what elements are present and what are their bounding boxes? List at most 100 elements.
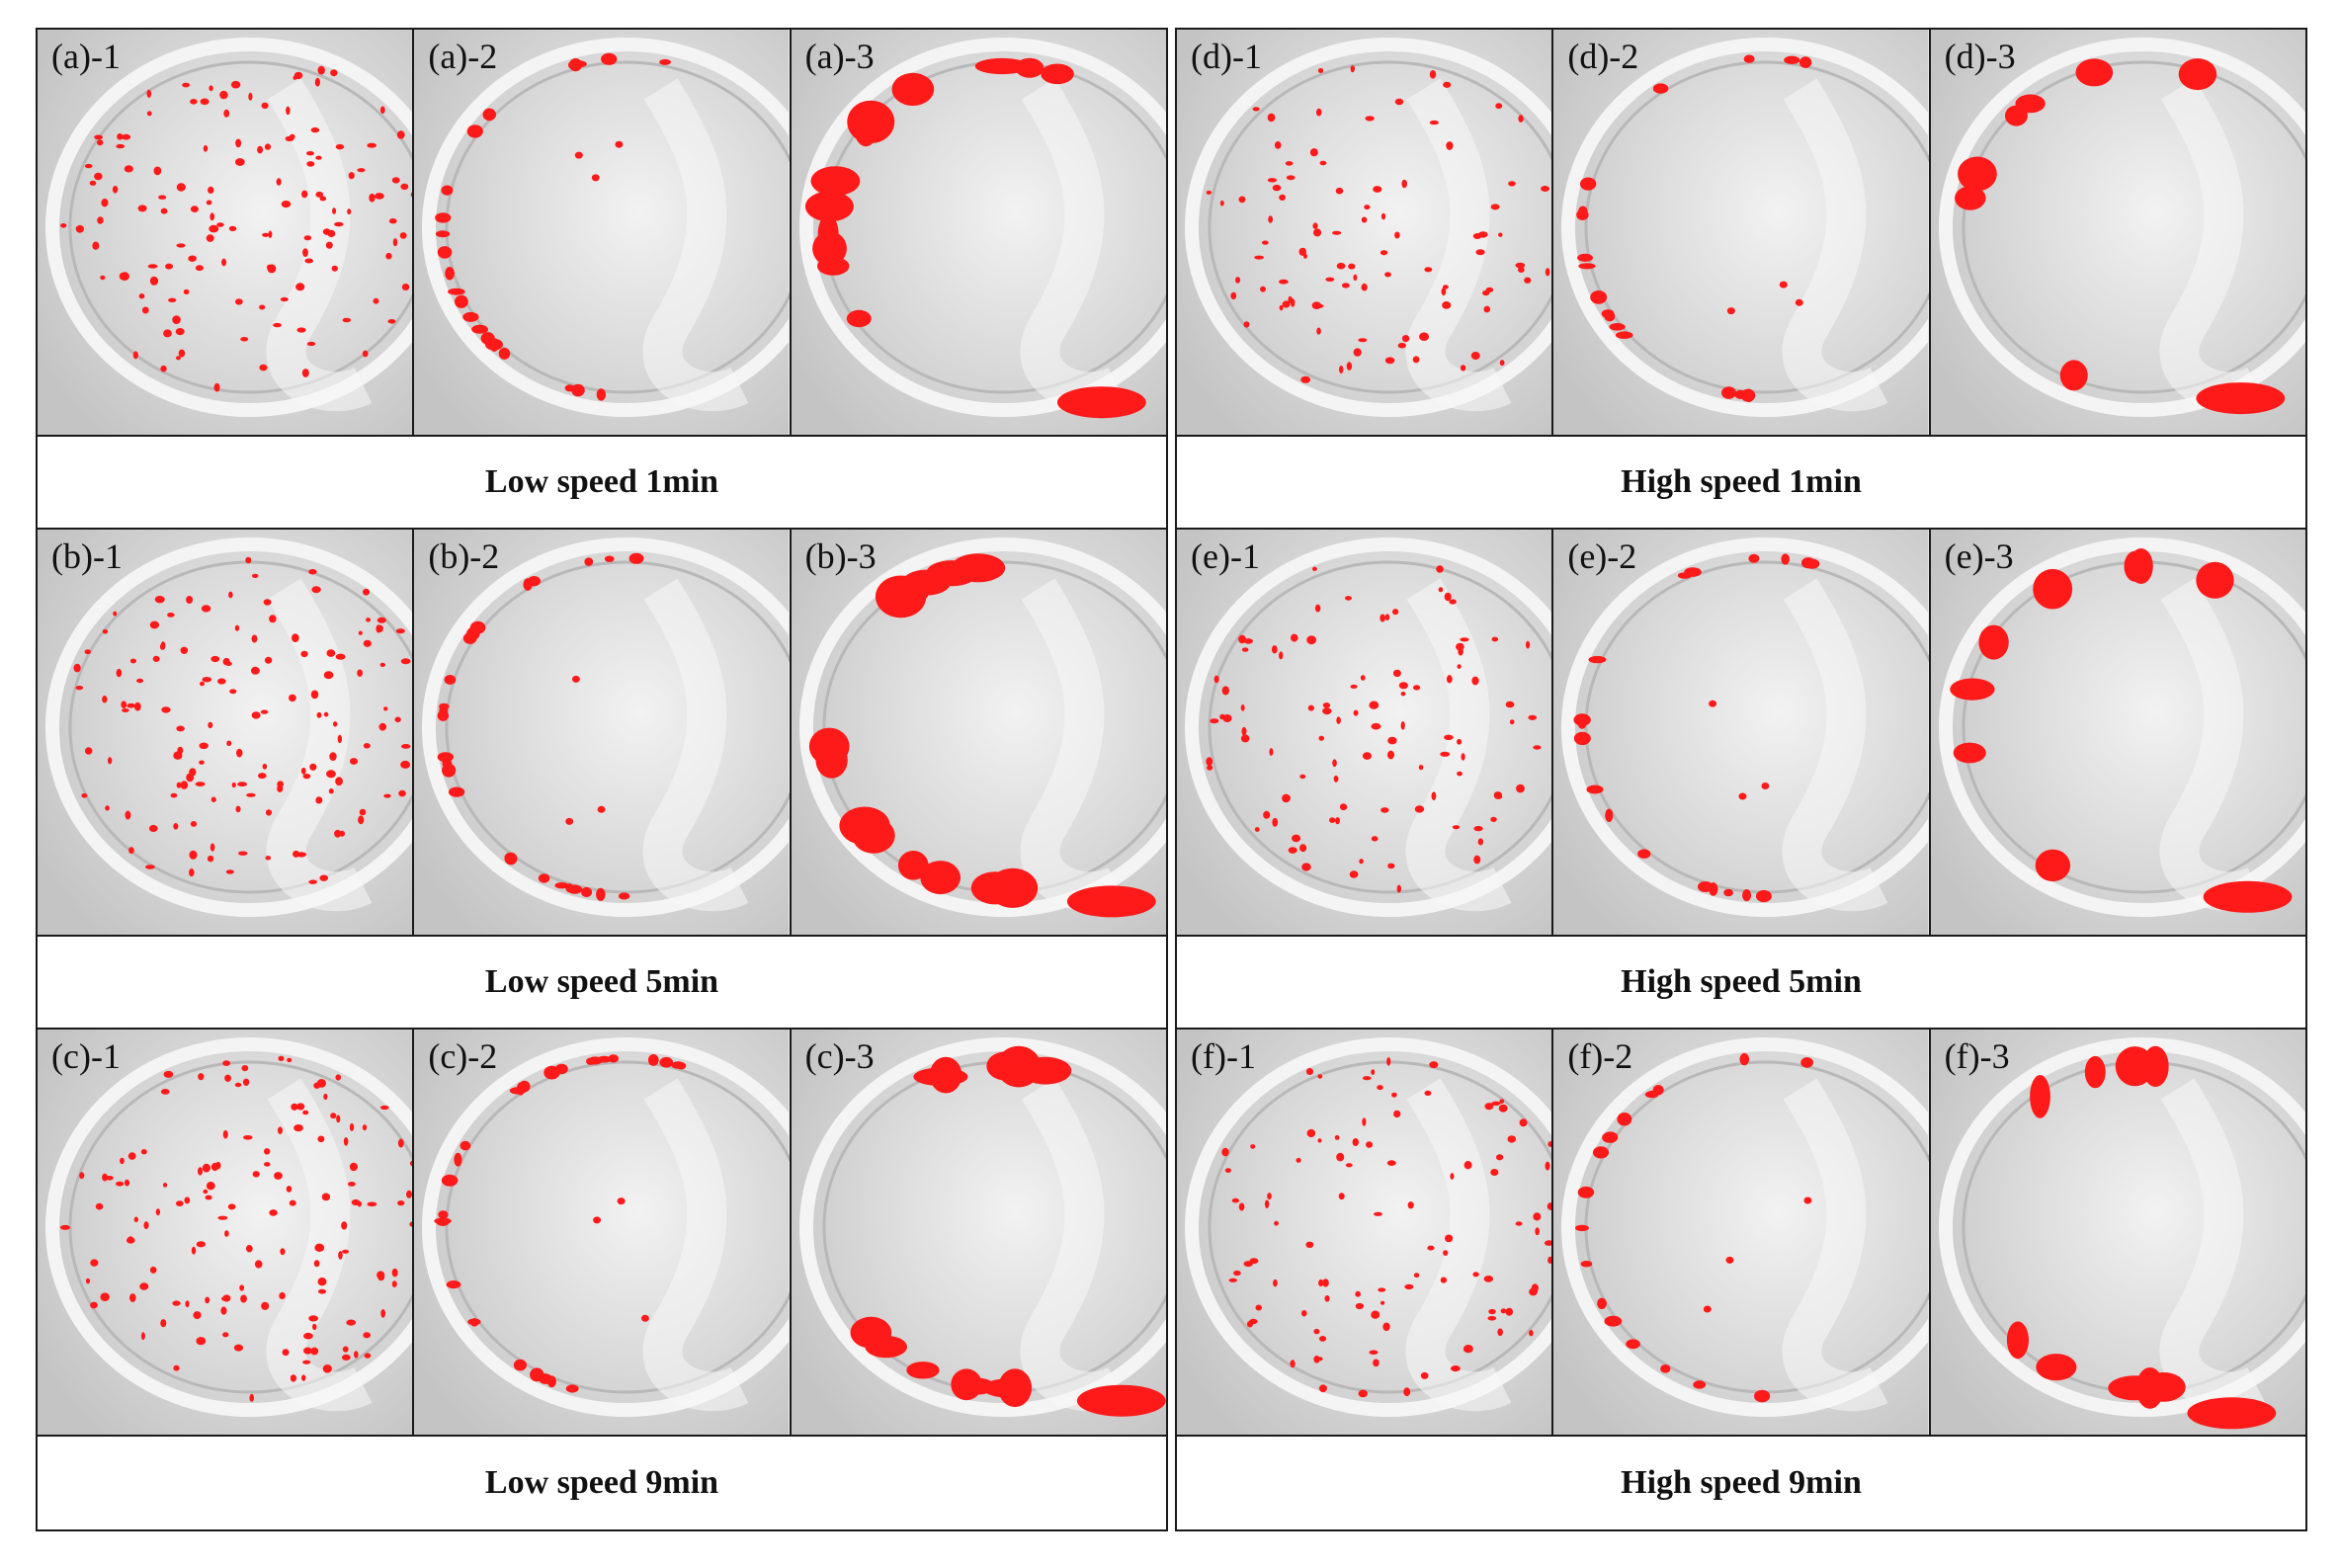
bubble-marker [1371, 1310, 1380, 1319]
bubble-marker [1533, 1212, 1542, 1221]
bubble-marker [2140, 1372, 2186, 1402]
bubble-marker [970, 871, 1019, 905]
bubble-marker [1525, 640, 1531, 649]
dish-inner-edge [1962, 60, 2305, 394]
bubble-marker [1429, 70, 1437, 79]
photo-row: (f)-1 (f)-2 (f)-3 [1177, 1030, 2305, 1435]
bubble-marker [438, 246, 453, 259]
liquid-swirl [266, 78, 373, 412]
bubble-marker [281, 201, 292, 208]
bubble-marker [311, 586, 321, 594]
bubble-marker [113, 611, 118, 617]
bubble-marker [2084, 1055, 2106, 1089]
bubble-marker [1742, 889, 1752, 902]
bubble-marker [172, 315, 181, 324]
bubble-marker [1535, 1227, 1540, 1236]
bubble-marker [1482, 289, 1490, 296]
bubble-marker [454, 1152, 462, 1167]
liquid-swirl [1405, 1078, 1512, 1412]
liquid-swirl [1020, 578, 1126, 912]
dish-rim [1561, 537, 1929, 917]
bubble-marker [193, 1311, 202, 1320]
bubble-marker [1279, 651, 1284, 660]
bubble-marker [325, 241, 333, 249]
photo-row: (e)-1 (e)-2 (e)-3 [1177, 530, 2305, 935]
bubble-marker [1377, 1085, 1383, 1091]
dish-inner-edge [445, 60, 790, 394]
bubble-marker [245, 556, 252, 564]
bubble-marker [276, 178, 282, 186]
bubble-marker [362, 350, 369, 358]
bubble-marker [676, 1062, 687, 1070]
bubble-marker [189, 868, 195, 877]
bubble-marker [302, 774, 311, 780]
bubble-marker [394, 716, 401, 723]
bubble-marker [200, 681, 206, 687]
bubble-marker [117, 133, 124, 140]
bubble-marker [1444, 734, 1454, 740]
bubble-marker [190, 99, 198, 105]
bubble-marker [261, 102, 269, 110]
bubble-marker [444, 675, 457, 685]
bubble-marker [240, 1294, 247, 1303]
bubble-marker [332, 207, 337, 214]
photo-background [791, 530, 1166, 935]
bubble-marker [816, 257, 850, 276]
bubble-marker [1400, 692, 1406, 697]
bubble-marker [410, 192, 413, 198]
bubble-marker [439, 702, 450, 710]
bubble-marker [434, 1217, 453, 1225]
bubble-marker [1617, 1113, 1632, 1126]
bubble-marker [880, 583, 929, 606]
bubble-marker [1440, 751, 1451, 757]
panel-label: (b)-2 [428, 536, 500, 576]
bubble-marker [300, 650, 308, 658]
bubble-marker [853, 108, 878, 147]
bubble-marker [141, 306, 149, 314]
bubble-marker [1056, 386, 1146, 419]
bubble-marker [1424, 267, 1433, 273]
bubble-marker [1500, 1308, 1507, 1314]
bubble-marker [163, 1070, 174, 1078]
bubble-marker [377, 624, 383, 632]
petri-dish-photo [414, 530, 790, 935]
bubble-marker [222, 1060, 231, 1066]
bubble-marker [1382, 1322, 1390, 1332]
bubble-marker [1014, 1058, 1055, 1079]
bubble-marker [228, 225, 237, 231]
bubble-marker [84, 649, 92, 655]
bubble-marker [539, 1373, 553, 1384]
bubble-marker [1273, 1279, 1278, 1287]
bubble-marker [1312, 222, 1318, 229]
bubble-marker [1393, 1110, 1401, 1118]
bubble-marker [306, 151, 315, 156]
bubble-marker [146, 111, 152, 117]
bubble-marker [349, 758, 359, 765]
bubble-marker [102, 628, 109, 634]
bubble-marker [462, 311, 479, 322]
liquid-swirl [642, 578, 749, 912]
bubble-marker [1362, 1076, 1372, 1081]
bubble-marker [242, 1078, 250, 1086]
bubble-marker [359, 808, 367, 816]
bubble-marker [1438, 587, 1444, 593]
bubble-marker [207, 855, 214, 863]
bubble-marker [331, 265, 338, 272]
bubble-marker [357, 168, 366, 173]
bubble-marker [1232, 1270, 1241, 1277]
panel-label: (c)-2 [428, 1036, 498, 1076]
bubble-marker [1626, 1339, 1641, 1350]
bubble-marker [1250, 1144, 1256, 1149]
bubble-marker [1207, 765, 1213, 771]
bubble-marker [1339, 366, 1344, 373]
bubble-marker [296, 327, 306, 333]
bubble-marker [1723, 888, 1734, 897]
bubble-marker [1436, 565, 1444, 573]
bubble-marker [206, 1182, 215, 1191]
bubble-marker [1288, 847, 1297, 854]
bubble-marker [438, 1210, 449, 1219]
bubble-marker [401, 284, 410, 290]
bubble-marker [391, 1280, 397, 1287]
bubble-marker [388, 218, 397, 224]
bubble-marker [160, 207, 168, 214]
